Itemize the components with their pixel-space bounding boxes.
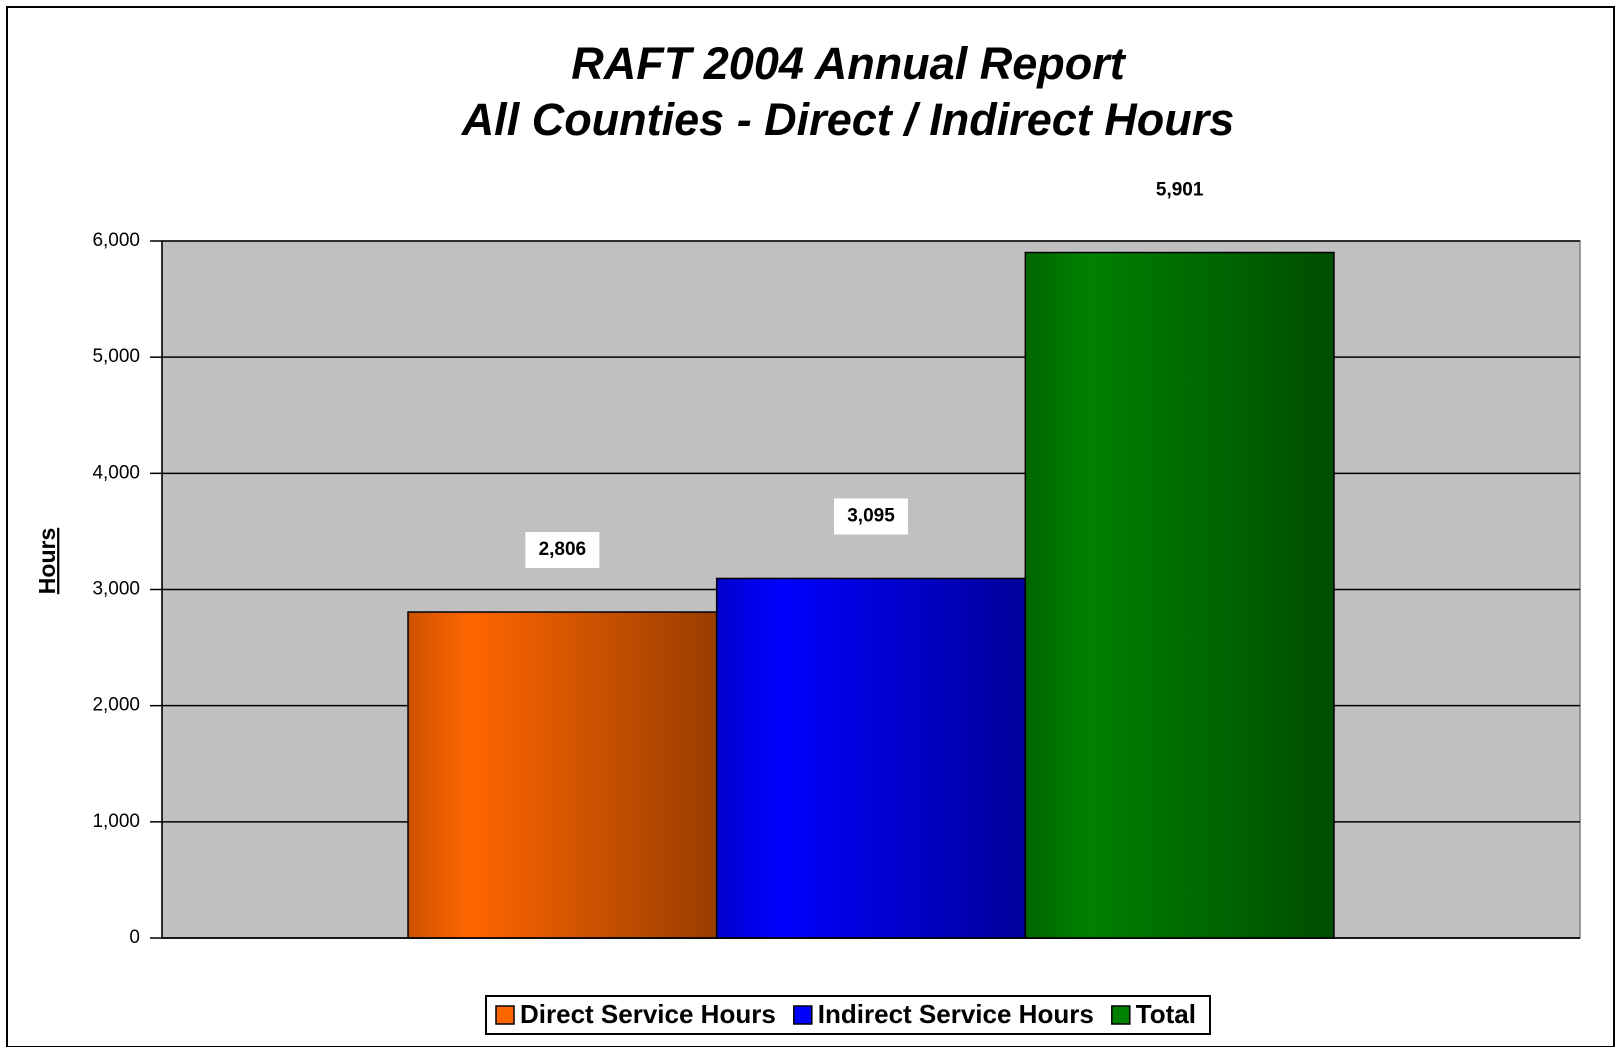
legend-swatch: [1111, 1005, 1131, 1025]
legend: Direct Service Hours Indirect Service Hou…: [485, 995, 1211, 1035]
data-label-box: [834, 498, 908, 535]
legend-label: Indirect Service Hours: [818, 999, 1094, 1029]
data-label: 3,095: [847, 505, 895, 526]
chart-subtitle: All Counties - Direct / Indirect Hours: [461, 94, 1235, 145]
bar: [715, 577, 1027, 939]
bar: [407, 611, 718, 939]
legend-label: Total: [1136, 999, 1196, 1029]
y-tick-label: 6,000: [92, 230, 140, 251]
data-label: 5,901: [1156, 180, 1204, 201]
y-tick-label: 4,000: [92, 462, 140, 483]
legend-box: [485, 995, 1211, 1035]
legend-swatch: [793, 1005, 813, 1025]
y-tick-label: 5,000: [92, 346, 140, 367]
legend-swatch: [495, 1005, 515, 1025]
y-axis-label: Hours: [34, 528, 60, 594]
y-tick-label: 3,000: [92, 579, 140, 600]
y-tick-label: 2,000: [92, 695, 140, 716]
data-label: 2,806: [539, 539, 587, 560]
chart-title: RAFT 2004 Annual Report: [571, 38, 1126, 89]
legend-label: Direct Service Hours: [520, 999, 776, 1029]
data-label-box: [525, 532, 600, 569]
bar: [1024, 251, 1335, 939]
y-tick-label: 0: [129, 927, 140, 948]
y-tick-label: 1,000: [92, 811, 140, 832]
